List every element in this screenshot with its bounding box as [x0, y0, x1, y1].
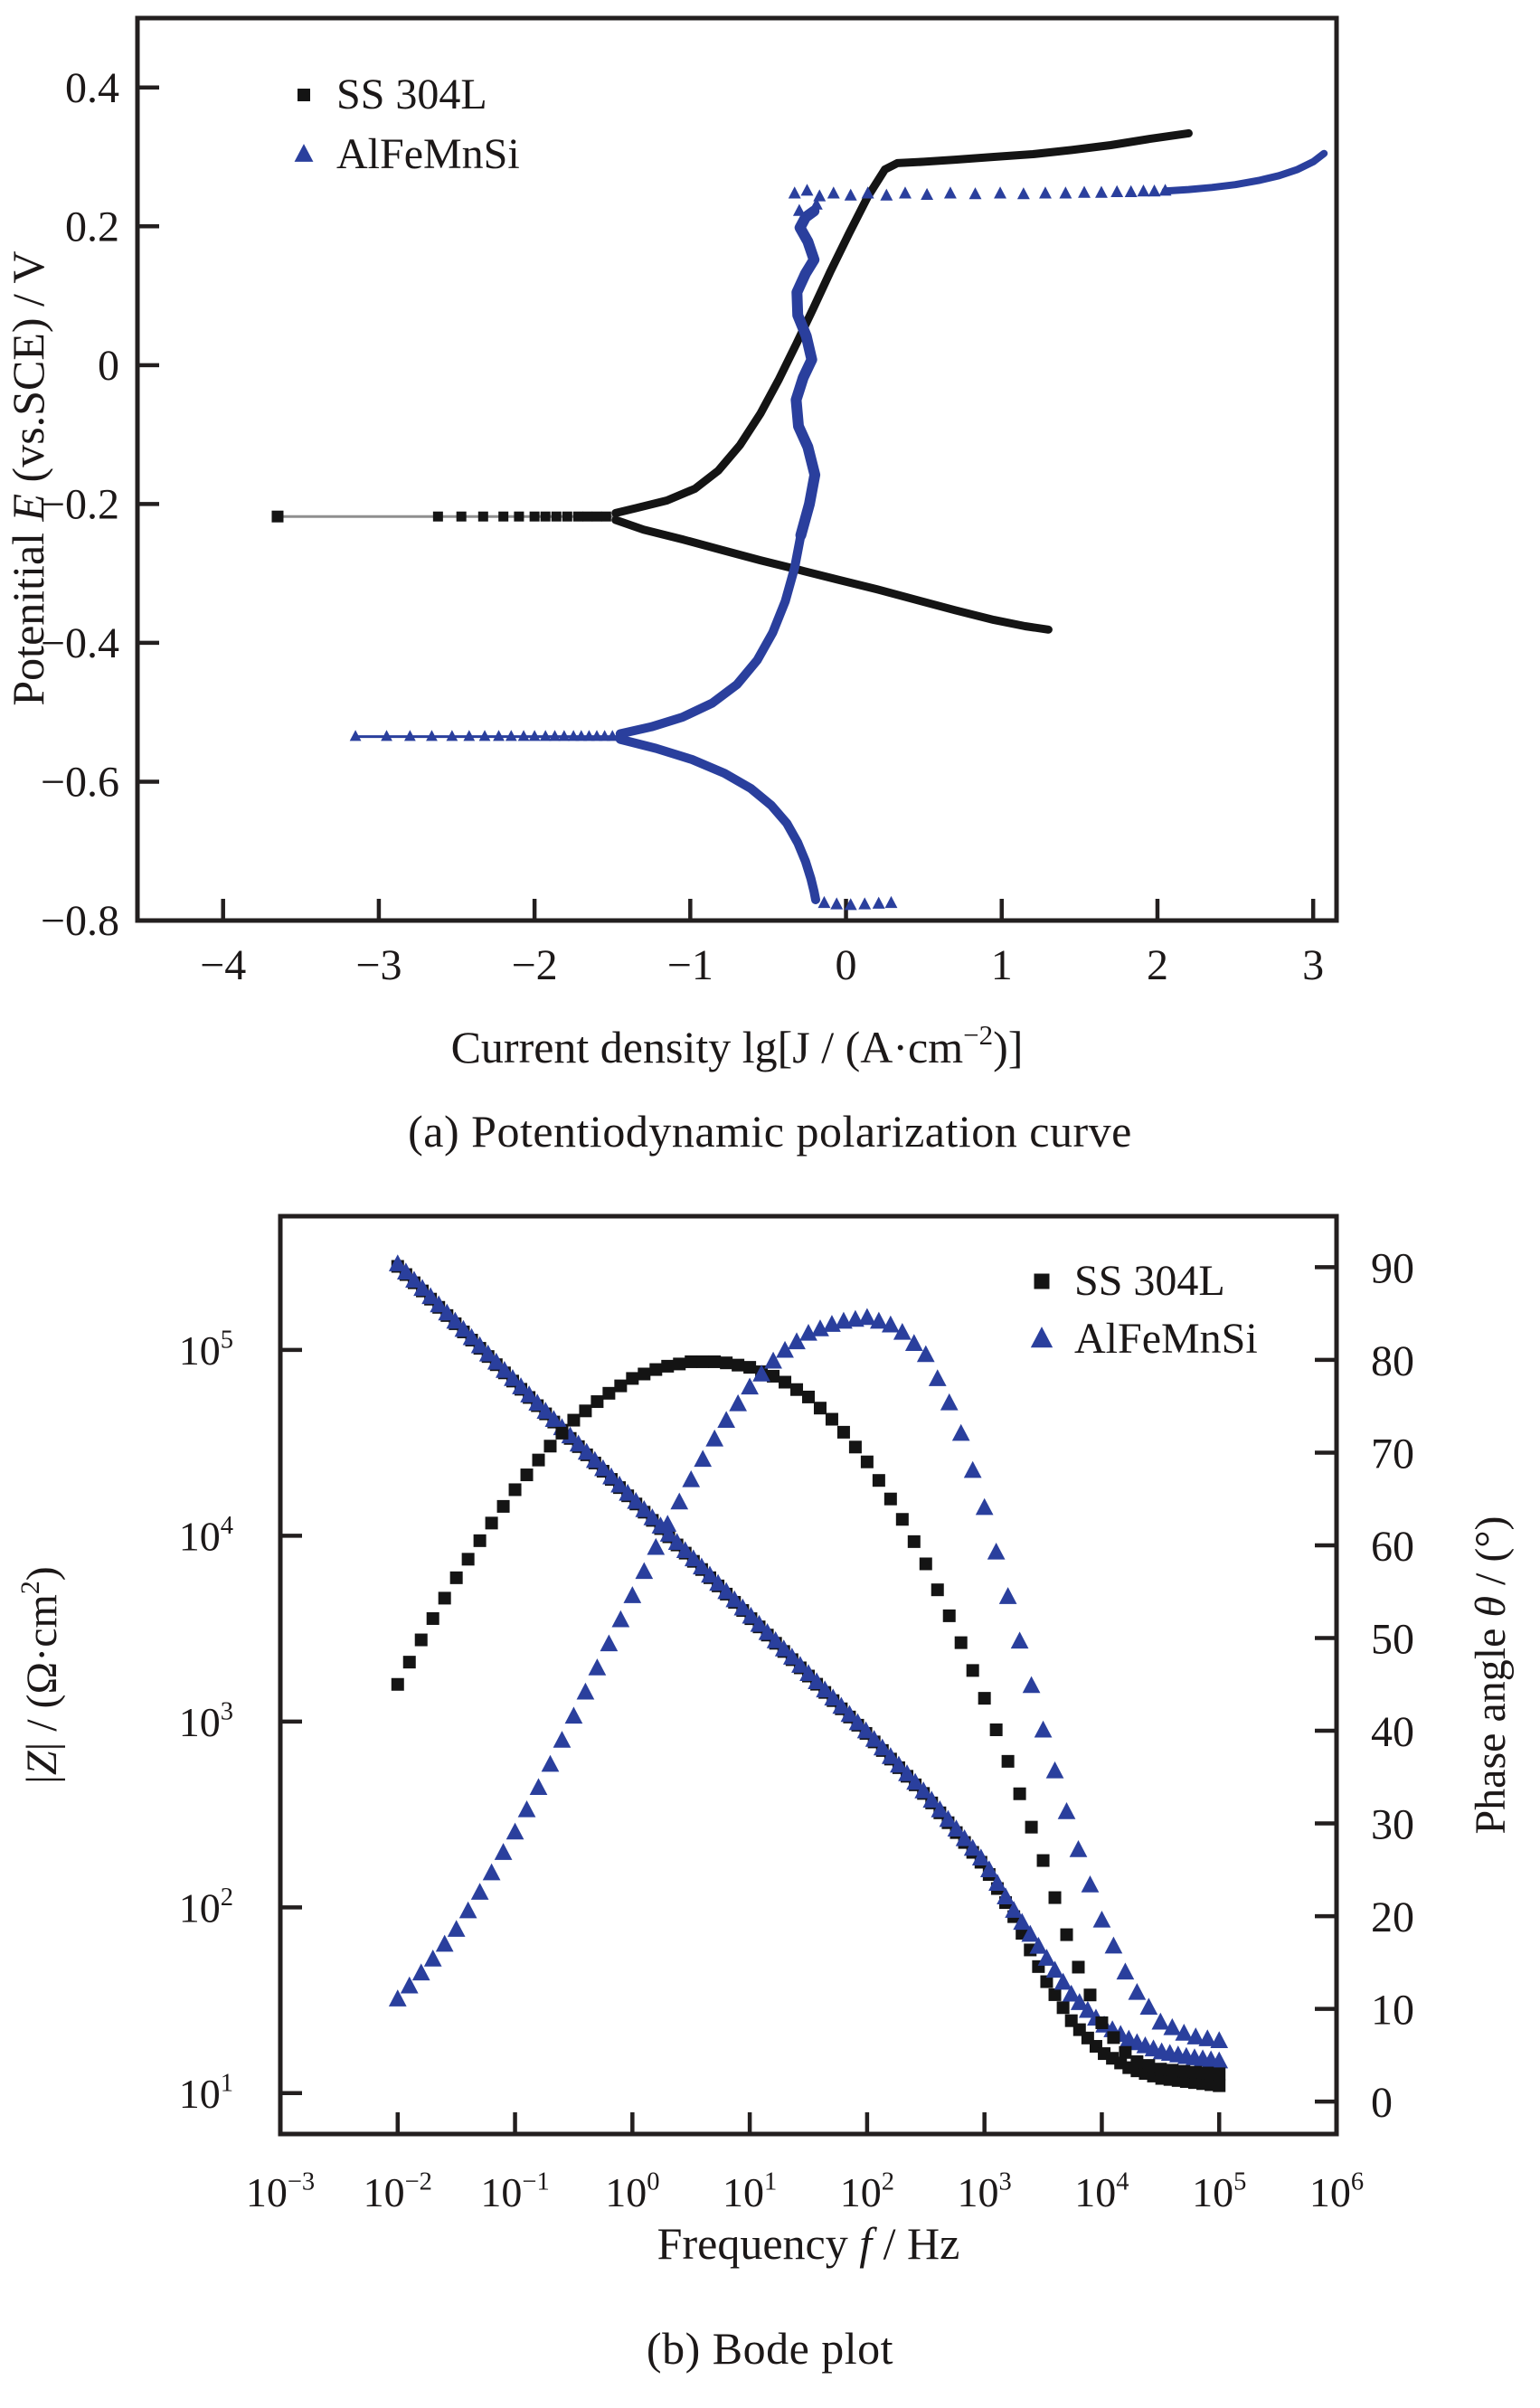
x-tick-label: 3: [1302, 941, 1324, 989]
chart-b-y-right-label: Phase angle θ / (°): [1467, 1516, 1515, 1834]
y-tick-label: 0: [98, 342, 119, 390]
chart-a-y-ticks: 0.4 0.2 0 −0.2 −0.4 −0.6 −0.8: [41, 64, 159, 945]
x-tick-label: 103: [958, 2168, 1012, 2215]
chart-b-y-right-ticks: 0 10 20 30 40 50 60 70 80 90: [1315, 1244, 1414, 2127]
y-tick-label: 90: [1371, 1244, 1414, 1292]
chart-a-legend: SS 304L AlFeMnSi: [294, 71, 520, 178]
x-tick-label: 105: [1192, 2168, 1246, 2215]
y-tick-label: 50: [1371, 1615, 1414, 1663]
x-axis-label: Current density lg[J / (A·cm−2)]: [451, 1019, 1024, 1072]
x-tick-label: 10−2: [364, 2168, 432, 2215]
x-tick-label: 101: [723, 2168, 777, 2215]
y-right-axis-label: Phase angle θ / (°): [1467, 1516, 1515, 1834]
chart-a: −4 −3 −2 −1 0 1 2 3 0.4 0.2 0 −0.2 −0.4 −0.6 −0.8 Curre…: [3, 15, 1339, 1072]
x-tick-label: −1: [667, 941, 713, 989]
legend-label: AlFeMnSi: [1074, 1315, 1258, 1363]
legend-label: SS 304L: [1074, 1257, 1225, 1305]
x-tick-label: −3: [355, 941, 402, 989]
chart-a-series-ss-304l: [271, 128, 1193, 634]
x-tick-label: 1: [991, 941, 1013, 989]
chart-b-y-left-ticks: 101 102 103 104 105: [179, 1327, 302, 2117]
chart-b-y-left-label: |Z| / (Ω·cm2): [15, 1566, 66, 1783]
chart-a-frame: [135, 15, 1339, 923]
x-tick-label: 104: [1074, 2168, 1129, 2215]
chart-b-x-ticks: 10−3 10−2 10−1 100 101 102 103 104 105 106: [246, 2112, 1364, 2215]
legend-label: SS 304L: [336, 71, 487, 118]
chart-b: 10−3 10−2 10−1 100 101 102 103 104 105 1061011021…: [15, 1213, 1515, 2269]
x-tick-label: 10−1: [480, 2168, 549, 2215]
caption-a: (a) Potentiodynamic polarization curve: [408, 1106, 1132, 1157]
y-tick-label: 0.2: [65, 203, 119, 250]
y-tick-label: 104: [179, 1512, 233, 1559]
y-tick-label: 0.4: [65, 64, 119, 112]
chart-b-legend: SS 304L AlFeMnSi: [1030, 1257, 1258, 1363]
x-tick-label: 10−3: [246, 2168, 315, 2215]
y-tick-label: 30: [1371, 1801, 1414, 1849]
y-tick-label: 10: [1371, 1987, 1414, 2035]
y-tick-label: 80: [1371, 1337, 1414, 1385]
y-tick-label: 20: [1371, 1893, 1414, 1941]
y-tick-label: 60: [1371, 1523, 1414, 1571]
caption-b: (b) Bode plot: [646, 2323, 894, 2374]
x-tick-label: −2: [512, 941, 558, 989]
chart-a-y-axis-label: Potenitial E (vs.SCE) / V: [3, 250, 53, 705]
x-axis-label: Frequency f / Hz: [657, 2218, 960, 2269]
y-tick-label: 103: [179, 1697, 233, 1744]
chart-b-frame: [278, 1213, 1339, 2137]
x-tick-label: −4: [200, 941, 246, 989]
x-tick-label: 0: [836, 941, 857, 989]
x-tick-label: 106: [1309, 2168, 1364, 2215]
chart-b-series-ss-304l-phase: [391, 1355, 1226, 2081]
chart-b-series-alfemnsi-phase: [388, 1308, 1229, 2048]
y-tick-label: 105: [179, 1327, 233, 1374]
chart-a-x-axis-label: Current density lg[J / (A·cm−2)]: [451, 1019, 1024, 1072]
y-tick-label: 102: [179, 1884, 233, 1931]
chart-b-series-alfemnsi-z: [388, 1254, 1229, 2069]
y-tick-label: −0.2: [41, 480, 119, 528]
chart-a-x-ticks: −4 −3 −2 −1 0 1 2 3: [200, 899, 1324, 989]
x-tick-label: 102: [840, 2168, 894, 2215]
legend-label: AlFeMnSi: [336, 130, 520, 178]
chart-a-series-alfemnsi: [349, 149, 1328, 911]
x-tick-label: 100: [605, 2168, 659, 2215]
y-tick-label: 101: [179, 2069, 233, 2116]
y-tick-label: 0: [1371, 2079, 1393, 2127]
y-axis-label: Potenitial E (vs.SCE) / V: [3, 250, 53, 705]
y-tick-label: −0.6: [41, 758, 119, 806]
y-tick-label: −0.8: [41, 897, 119, 945]
y-left-axis-label: |Z| / (Ω·cm2): [15, 1566, 66, 1783]
y-tick-label: 70: [1371, 1430, 1414, 1478]
y-tick-label: 40: [1371, 1708, 1414, 1756]
y-tick-label: −0.4: [41, 619, 119, 667]
chart-b-x-axis-label: Frequency f / Hz: [657, 2218, 960, 2269]
x-tick-label: 2: [1147, 941, 1168, 989]
